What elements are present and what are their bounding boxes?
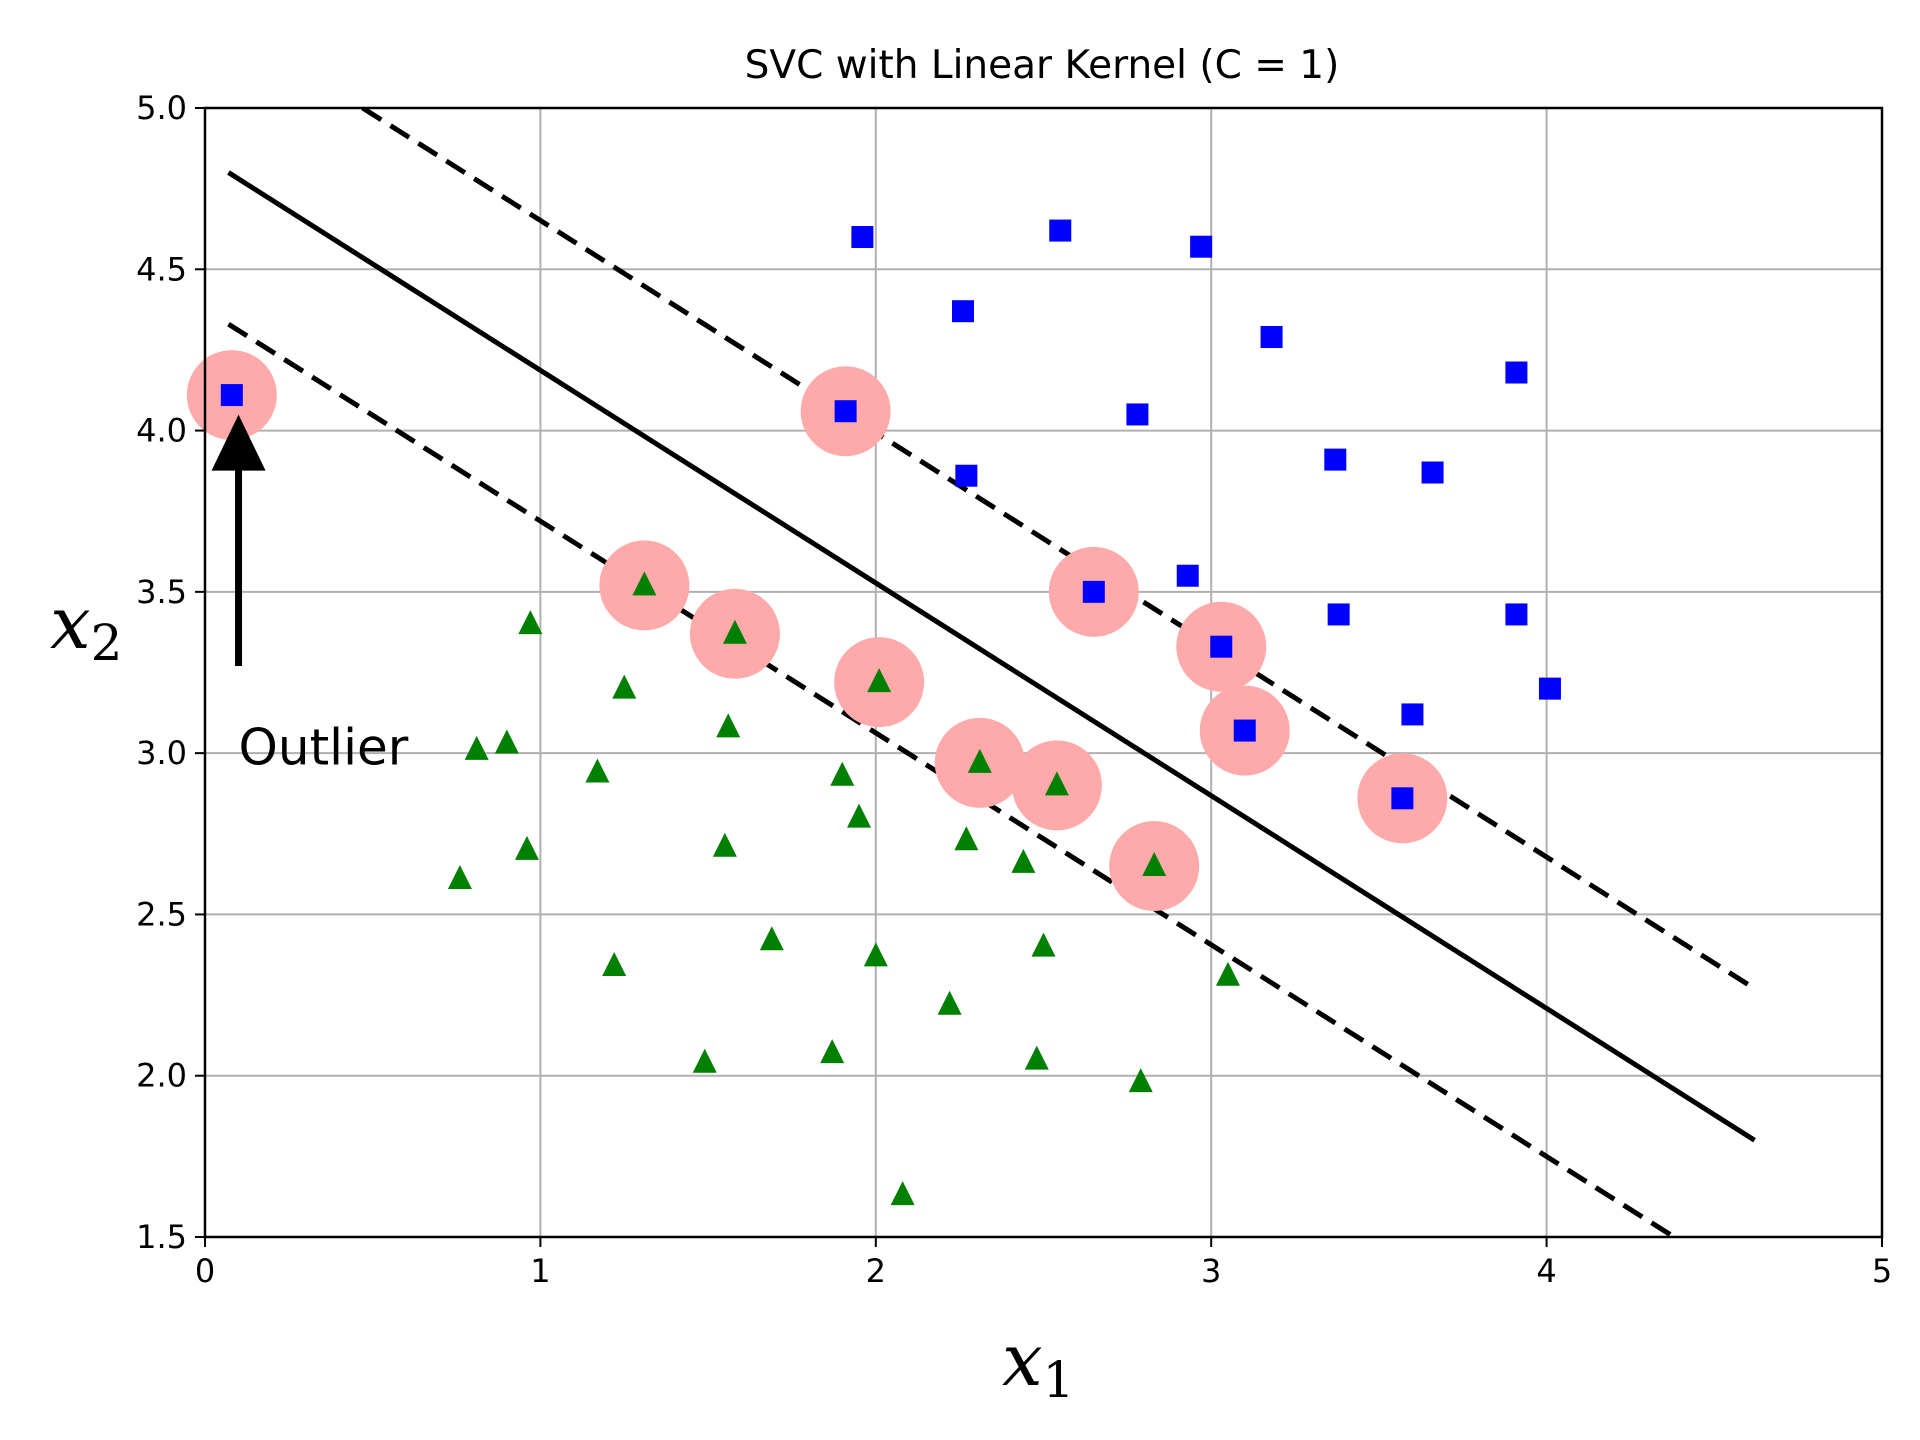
square-point bbox=[1233, 719, 1256, 742]
plot-frame bbox=[203, 106, 1884, 1239]
square-point bbox=[1049, 219, 1072, 242]
triangle-point bbox=[937, 990, 962, 1015]
y-tick-label: 5.0 bbox=[136, 89, 187, 127]
triangle-point bbox=[722, 619, 747, 644]
square-point bbox=[220, 384, 243, 407]
y-axis-label: x2 bbox=[50, 581, 122, 672]
square-point bbox=[1324, 448, 1347, 471]
y-tick-label: 3.0 bbox=[136, 734, 187, 772]
triangle-point bbox=[514, 835, 539, 860]
square-point bbox=[834, 400, 857, 423]
square-point bbox=[1391, 787, 1414, 810]
square-point bbox=[1260, 326, 1283, 349]
triangle-point bbox=[863, 942, 888, 967]
triangle-point bbox=[712, 832, 737, 857]
square-point bbox=[1190, 235, 1213, 258]
triangle-point bbox=[692, 1048, 717, 1073]
triangle-point bbox=[518, 610, 543, 635]
triangle-point bbox=[602, 952, 627, 977]
square-point bbox=[1327, 603, 1350, 626]
x-axis-label: x1 bbox=[1002, 1318, 1074, 1409]
square-point bbox=[1505, 603, 1528, 626]
square-point bbox=[955, 464, 978, 487]
triangle-point bbox=[1142, 852, 1167, 877]
square-point bbox=[851, 226, 874, 249]
triangle-point bbox=[867, 668, 892, 693]
square-point bbox=[1082, 580, 1105, 603]
triangle-point bbox=[847, 803, 872, 828]
x-axis-label-main: x bbox=[1002, 1318, 1043, 1402]
margin-line bbox=[227, 322, 1676, 1237]
triangle-point bbox=[890, 1181, 915, 1206]
x-tick-label: 4 bbox=[1536, 1252, 1556, 1290]
y-tick-label: 3.5 bbox=[136, 573, 187, 611]
x-tick-label: 1 bbox=[530, 1252, 550, 1290]
decision-lines bbox=[227, 108, 1756, 1237]
y-tick-label: 2.5 bbox=[136, 895, 187, 933]
triangle-point bbox=[830, 761, 855, 786]
triangle-point bbox=[1044, 771, 1069, 796]
x-axis-label-sub: 1 bbox=[1043, 1351, 1075, 1409]
triangle-point bbox=[612, 674, 637, 699]
triangle-point bbox=[585, 758, 610, 783]
x-tick-label: 0 bbox=[195, 1252, 215, 1290]
square-point bbox=[1126, 403, 1149, 426]
axis-ticks: 0 1 2 3 4 5 1.5 2.0 2.5 3.0 3.5 4.0 4.5 5.0 bbox=[136, 89, 1892, 1290]
margin-line bbox=[361, 108, 1756, 991]
outlier-label: Outlier bbox=[239, 719, 409, 777]
decision-boundary bbox=[227, 170, 1756, 1143]
y-axis-label-main: x bbox=[50, 581, 91, 665]
y-axis-label-sub: 2 bbox=[91, 614, 123, 672]
triangle-point bbox=[1031, 932, 1056, 957]
triangle-point bbox=[464, 735, 489, 760]
x-tick-label: 5 bbox=[1872, 1252, 1892, 1290]
y-tick-label: 4.5 bbox=[136, 250, 187, 288]
triangle-point bbox=[632, 571, 657, 596]
triangle-point bbox=[820, 1039, 845, 1064]
triangle-point bbox=[967, 748, 992, 773]
y-tick-label: 2.0 bbox=[136, 1057, 187, 1095]
x-tick-label: 3 bbox=[1201, 1252, 1221, 1290]
triangle-point bbox=[447, 864, 472, 889]
x-tick-label: 2 bbox=[866, 1252, 886, 1290]
triangle-point bbox=[494, 729, 519, 754]
triangle-point bbox=[1215, 961, 1240, 986]
square-point bbox=[1421, 461, 1444, 484]
chart-title: SVC with Linear Kernel (C = 1) bbox=[745, 43, 1340, 88]
triangle-point bbox=[716, 713, 741, 738]
square-point bbox=[1505, 361, 1528, 384]
triangle-point bbox=[1024, 1045, 1049, 1070]
triangle-point bbox=[954, 826, 979, 851]
triangle-point bbox=[1011, 848, 1036, 873]
data-points bbox=[220, 219, 1561, 1206]
y-tick-label: 1.5 bbox=[136, 1218, 187, 1256]
square-point bbox=[1538, 677, 1561, 700]
square-point bbox=[1210, 635, 1233, 658]
y-tick-label: 4.0 bbox=[136, 412, 187, 450]
outlier-annotation: Outlier bbox=[211, 414, 409, 777]
square-point bbox=[952, 300, 975, 323]
square-point bbox=[1401, 703, 1424, 726]
outlier-arrow-head bbox=[211, 414, 266, 471]
triangle-point bbox=[759, 926, 784, 951]
square-point bbox=[1176, 564, 1199, 587]
triangle-point bbox=[1128, 1068, 1153, 1093]
